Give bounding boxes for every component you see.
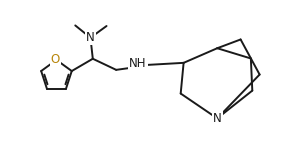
Text: N: N: [86, 31, 95, 44]
Text: NH: NH: [129, 57, 147, 70]
Text: N: N: [213, 112, 222, 125]
Text: O: O: [51, 53, 60, 66]
